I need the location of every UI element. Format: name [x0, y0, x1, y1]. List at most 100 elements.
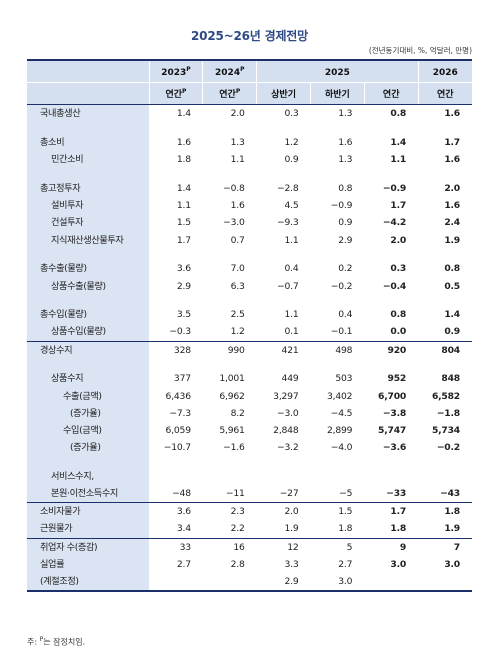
- table-row: 수출(금액) 6,436 6,962 3,297 3,402 6,700 6,582: [27, 387, 472, 405]
- value-cell: 4.5: [284, 200, 299, 212]
- value-cell: −0.3: [169, 326, 191, 338]
- value-cell: −4.5: [330, 407, 353, 419]
- value-cell: 2.7: [176, 558, 191, 570]
- value-cell: 1,001: [219, 373, 245, 385]
- header-year: 2024P: [202, 59, 257, 83]
- row-label: 서비스수지,: [27, 467, 150, 486]
- value-cell: 9: [364, 537, 419, 556]
- table-row: 상품수출(물량) 2.9 6.3 −0.7 −0.2 −0.4 0.5: [27, 277, 472, 295]
- empty-cell: [149, 359, 203, 371]
- value-cell: 5,747: [378, 424, 407, 436]
- table-row: (증가율) −7.3 8.2 −3.0 −4.5 −3.8 −1.8: [27, 404, 472, 422]
- value-cell: 1.2: [284, 137, 299, 149]
- value-cell: 1.3: [230, 137, 245, 149]
- row-label-cell: [27, 456, 150, 468]
- value-cell: 1.3: [338, 154, 353, 166]
- value-cell: 16: [202, 537, 257, 556]
- value-cell: 5,961: [219, 424, 245, 436]
- value-cell: 0.8: [444, 263, 460, 275]
- empty-cell: [149, 123, 203, 135]
- value-cell: −3.0: [223, 217, 245, 229]
- table-row: 민간소비 1.8 1.1 0.9 1.3 1.1 1.6: [27, 151, 472, 169]
- value-cell: −0.2: [436, 442, 460, 454]
- row-label: 본원·이전소득수지: [27, 485, 150, 503]
- value-cell: 1.6: [444, 108, 460, 120]
- table-row: 상품수지 377 1,001 449 503 952 848: [27, 370, 472, 388]
- empty-cell: [418, 456, 472, 468]
- table-row: 소비자물가 3.6 2.3 2.0 1.5 1.7 1.8: [27, 502, 472, 521]
- value-cell: 804: [418, 340, 472, 359]
- value-cell: 1.8: [390, 523, 407, 535]
- value-cell: 2.4: [444, 217, 460, 229]
- row-label-cell: [27, 168, 150, 181]
- value-cell: 1.9: [444, 234, 460, 246]
- value-cell: −48: [172, 488, 191, 500]
- economic-outlook-table: 2023P 2024P 2025 2026 연간P 연간P 상반기 하반기 연간…: [27, 59, 472, 593]
- header-period: 연간P: [202, 82, 257, 106]
- row-label: 취업자 수(증감): [27, 537, 150, 556]
- value-cell: −4.2: [382, 217, 407, 229]
- table-row: 국내총생산 1.4 2.0 0.3 1.3 0.8 1.6: [27, 104, 472, 123]
- value-cell: 2.2: [230, 523, 245, 535]
- value-cell: 3,402: [326, 390, 353, 402]
- value-cell: −10.7: [163, 442, 191, 454]
- value-cell: 1.1: [284, 234, 299, 246]
- row-label: 국내총생산: [27, 104, 150, 123]
- value-cell: −11: [225, 488, 245, 500]
- value-cell: 0.9: [284, 154, 299, 166]
- header-period: 연간P: [148, 82, 203, 106]
- value-cell: 1.5: [176, 217, 191, 229]
- empty-cell: [418, 169, 472, 181]
- row-label: 지식재산생산물투자: [27, 231, 150, 249]
- empty-cell: [310, 359, 364, 371]
- value-cell: 2.5: [230, 309, 245, 321]
- value-cell: 1.8: [176, 154, 191, 166]
- value-cell: 6,436: [165, 390, 192, 402]
- footnote: 주: P는 잠정치임.: [27, 636, 86, 647]
- value-cell: 1.6: [338, 137, 353, 149]
- value-cell: −0.7: [276, 280, 299, 292]
- value-cell: −0.2: [330, 280, 353, 292]
- value-cell: 0.3: [284, 108, 299, 120]
- value-cell: [310, 468, 364, 485]
- value-cell: 1.6: [444, 154, 460, 166]
- value-cell: −3.8: [382, 407, 407, 419]
- value-cell: 1.1: [176, 200, 191, 212]
- value-cell: −3.6: [382, 442, 407, 454]
- value-cell: 1.4: [444, 309, 460, 321]
- row-label-cell: [27, 358, 150, 371]
- value-cell: 1.7: [444, 137, 460, 149]
- value-cell: [202, 573, 257, 593]
- value-cell: 3.6: [149, 502, 203, 521]
- table-row: 건설투자 1.5 −3.0 −9.3 0.9 −4.2 2.4: [27, 214, 472, 232]
- row-label: 총수출(물량): [27, 260, 150, 278]
- value-cell: 2.0: [390, 234, 407, 246]
- value-cell: 421: [256, 340, 311, 359]
- table-row: 수입(금액) 6,059 5,961 2,848 2,899 5,747 5,734: [27, 421, 472, 440]
- empty-cell: [149, 456, 203, 468]
- value-cell: 328: [149, 340, 203, 359]
- value-cell: 6.3: [230, 280, 245, 292]
- spacer-row: [27, 456, 472, 468]
- empty-cell: [257, 359, 311, 371]
- row-label: 민간소비: [27, 151, 150, 169]
- row-label: 상품수지: [27, 370, 150, 388]
- row-label: 근원물가: [27, 520, 150, 539]
- empty-cell: [418, 249, 472, 261]
- value-cell: 1.2: [230, 326, 245, 338]
- value-cell: −2.8: [276, 183, 299, 195]
- row-label: 총수입(물량): [27, 306, 150, 324]
- value-cell: 1.8: [418, 502, 472, 521]
- table-row: 지식재산생산물투자 1.7 0.7 1.1 2.9 2.0 1.9: [27, 231, 472, 249]
- empty-cell: [257, 456, 311, 468]
- empty-cell: [149, 169, 203, 181]
- value-cell: 0.5: [444, 280, 460, 292]
- value-cell: −43: [440, 488, 460, 500]
- row-label: 수출(금액): [27, 387, 150, 405]
- empty-cell: [364, 359, 418, 371]
- empty-cell: [257, 123, 311, 135]
- value-cell: 1.1: [284, 309, 299, 321]
- table-row: (증가율) −10.7 −1.6 −3.2 −4.0 −3.6 −0.2: [27, 439, 472, 457]
- empty-cell: [310, 123, 364, 135]
- table-row: 상품수입(물량) −0.3 1.2 0.1 −0.1 0.0 0.9: [27, 323, 472, 342]
